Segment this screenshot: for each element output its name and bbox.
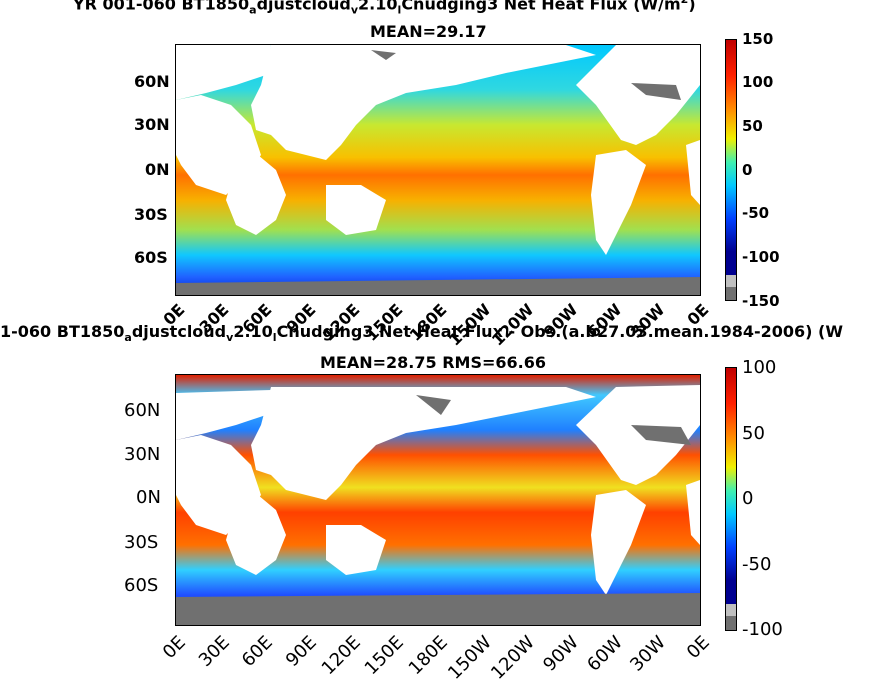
bottom-cb-tick-100: 100 [742, 357, 777, 378]
top-lat-60s: 60S [134, 248, 168, 267]
bottom-lon-label: 180E [404, 632, 452, 680]
bottom-lat-60n: 60N [124, 400, 161, 421]
top-lat-0n: 0N [145, 160, 170, 179]
bottom-colorbar [725, 367, 737, 631]
top-subtitle: MEAN=29.17 [370, 22, 487, 41]
bottom-lat-30n: 30N [124, 444, 161, 465]
top-cb-tick-m100: -100 [742, 248, 780, 266]
top-ice [176, 50, 700, 295]
bottom-map-svg [176, 375, 700, 625]
top-cb-tick-150: 150 [742, 30, 774, 48]
bottom-colorbar-svg [726, 368, 736, 630]
bottom-lon-label: 90W [539, 632, 583, 676]
bottom-lat-0n: 0N [136, 487, 161, 508]
bottom-cb-tick-m100: -100 [742, 619, 783, 640]
bottom-subtitle: MEAN=28.75 RMS=66.66 [320, 353, 546, 372]
top-map-svg [176, 45, 700, 295]
top-lat-60n: 60N [134, 72, 170, 91]
top-map [175, 44, 701, 296]
bottom-lat-30s: 30S [124, 532, 159, 553]
top-title: YR 001-060 BT1850adjustcloudv2.10lCnudgi… [73, 0, 696, 17]
bottom-ice [176, 395, 700, 625]
bottom-lon-label: 90E [281, 632, 321, 672]
top-cb-tick-0: 0 [742, 161, 753, 179]
bottom-cb-tick-m50: -50 [742, 554, 772, 575]
top-cb-tick-100: 100 [742, 73, 774, 91]
bottom-lon-label: 0E [158, 632, 190, 663]
bottom-lat-60s: 60S [124, 575, 159, 596]
bottom-map [175, 374, 701, 626]
top-lat-30s: 30S [134, 205, 168, 224]
bottom-land [176, 385, 700, 595]
top-cb-tick-m50: -50 [742, 204, 770, 222]
bottom-cb-tick-50: 50 [742, 423, 765, 444]
bottom-cb-tick-0: 0 [742, 488, 754, 509]
top-colorbar-svg [726, 40, 736, 300]
top-cb-tick-m150: -150 [742, 292, 780, 310]
bottom-lon-label: 0E [682, 632, 714, 663]
top-land [176, 45, 700, 255]
top-lat-30n: 30N [134, 115, 170, 134]
top-colorbar [725, 39, 737, 301]
top-cb-tick-50: 50 [742, 117, 763, 135]
bottom-title: 1-060 BT1850adjustcloudv2.10lCnudging3 N… [0, 322, 843, 345]
